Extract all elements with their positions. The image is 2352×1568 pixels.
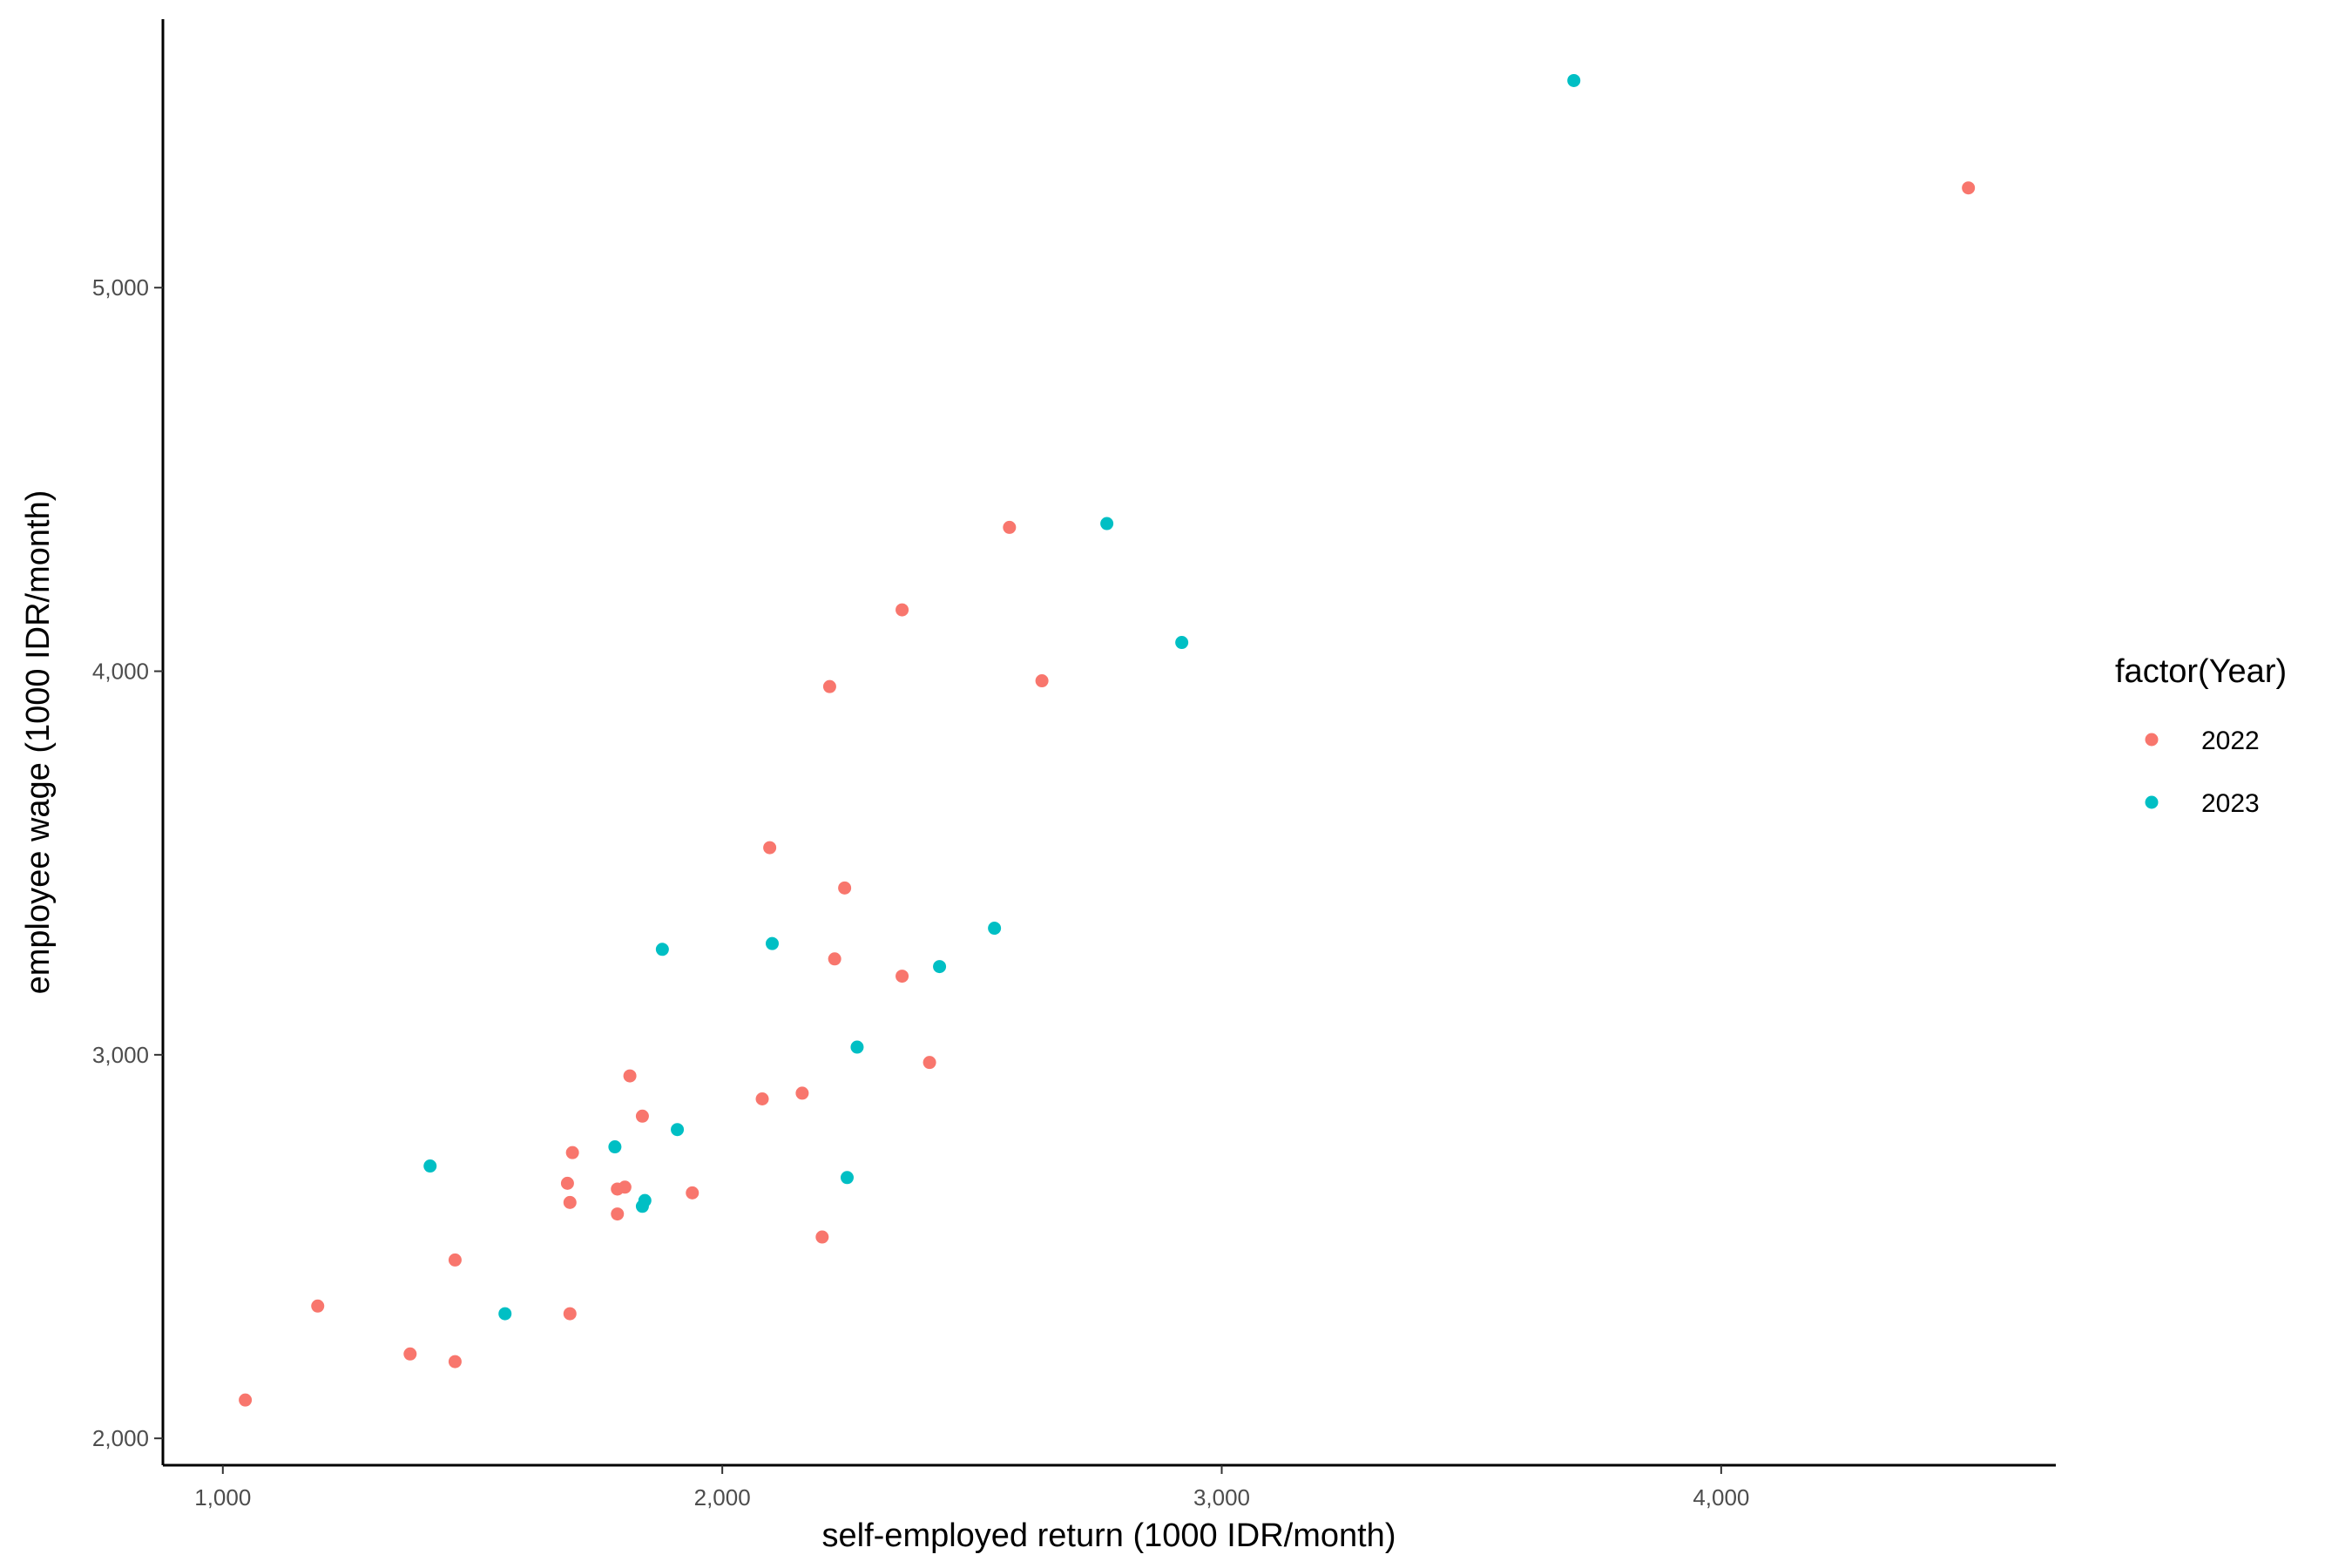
point-2023 — [1100, 517, 1114, 531]
point-2023 — [655, 943, 669, 956]
x-tick-label: 3,000 — [1193, 1484, 1250, 1511]
point-2023 — [498, 1307, 512, 1321]
legend-label-2022: 2022 — [2201, 727, 2260, 755]
axes — [161, 19, 2056, 1467]
y-tick-label: 5,000 — [92, 274, 149, 301]
point-2023 — [1175, 636, 1189, 650]
point-2022 — [239, 1393, 253, 1407]
point-2022 — [565, 1146, 579, 1159]
x-tick-label: 1,000 — [194, 1484, 251, 1511]
ticks: 1,000 2,000 3,000 4,000 2,000 3,000 4,000 5,000 — [92, 274, 1749, 1511]
point-2022 — [560, 1176, 574, 1190]
point-2023 — [988, 922, 1002, 936]
point-2022 — [311, 1299, 325, 1313]
legend-key-2023 — [2145, 795, 2159, 809]
point-2022 — [448, 1253, 462, 1267]
point-2023 — [1567, 73, 1581, 87]
point-2022 — [448, 1355, 462, 1369]
point-2023 — [765, 936, 779, 950]
x-axis-title: self-employed return (1000 IDR/month) — [822, 1517, 1396, 1554]
y-axis-title: employee wage (1000 IDR/month) — [20, 490, 57, 995]
legend: factor(Year) 2022 2023 — [2115, 653, 2287, 818]
point-2022 — [923, 1056, 936, 1070]
x-tick-label: 2,000 — [694, 1484, 751, 1511]
point-2022 — [815, 1230, 829, 1244]
point-2022 — [686, 1186, 700, 1200]
y-tick-label: 3,000 — [92, 1042, 149, 1068]
point-2022 — [611, 1207, 625, 1221]
x-tick-label: 4,000 — [1693, 1484, 1749, 1511]
point-2022 — [563, 1307, 577, 1321]
legend-title: factor(Year) — [2115, 653, 2287, 690]
point-2022 — [755, 1092, 769, 1105]
y-tick-label: 4,000 — [92, 659, 149, 685]
point-2022 — [1035, 674, 1049, 688]
point-2023 — [608, 1140, 622, 1154]
point-2023 — [423, 1159, 437, 1173]
point-2022 — [828, 952, 841, 966]
point-2023 — [671, 1123, 685, 1137]
point-2023 — [933, 960, 947, 974]
point-2023 — [840, 1171, 854, 1185]
y-tick-label: 2,000 — [92, 1425, 149, 1451]
point-2022 — [403, 1347, 417, 1361]
legend-label-2023: 2023 — [2201, 789, 2260, 818]
point-2022 — [896, 603, 909, 617]
point-2023 — [850, 1040, 864, 1054]
point-2022 — [618, 1180, 632, 1194]
point-2022 — [795, 1086, 809, 1100]
point-2022 — [563, 1195, 577, 1209]
point-2022 — [763, 841, 777, 855]
legend-key-2022 — [2145, 733, 2159, 747]
point-2022 — [1003, 520, 1017, 534]
point-2023 — [638, 1193, 652, 1207]
point-2022 — [822, 679, 836, 693]
point-2022 — [635, 1109, 649, 1123]
point-2022 — [623, 1069, 637, 1083]
points-layer — [239, 73, 1976, 1407]
point-2022 — [1962, 181, 1976, 195]
point-2022 — [896, 970, 909, 983]
point-2022 — [838, 881, 852, 895]
